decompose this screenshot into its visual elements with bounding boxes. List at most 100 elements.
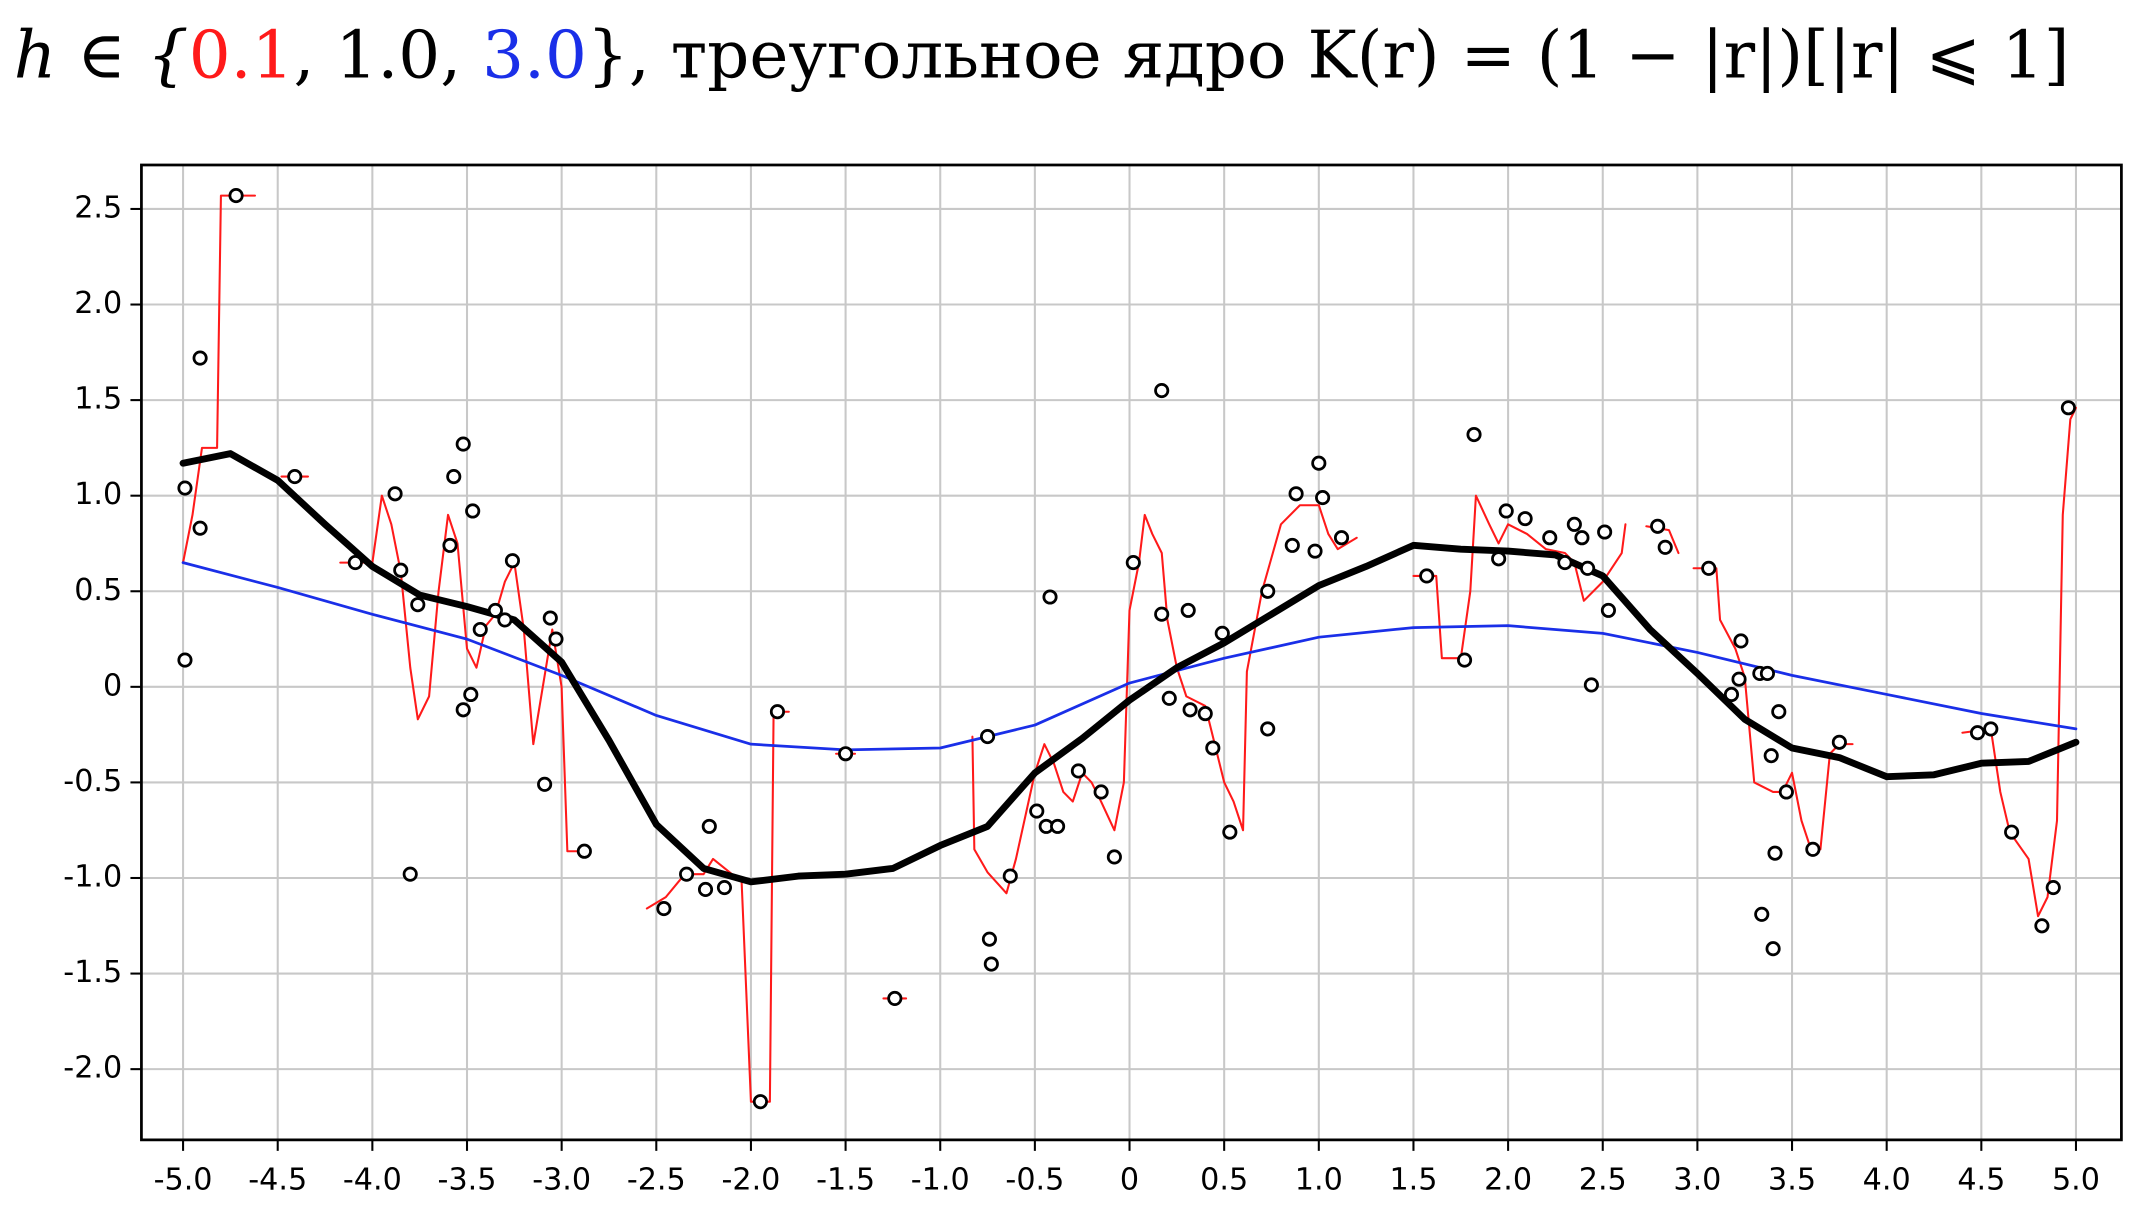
x-tick-label: 3.5 <box>1768 1163 1816 1198</box>
data-point <box>1701 560 1717 576</box>
data-point <box>1491 551 1507 567</box>
data-point <box>1733 633 1749 649</box>
data-point <box>548 631 564 647</box>
data-point <box>455 702 471 718</box>
data-point <box>463 686 479 703</box>
data-point <box>576 843 592 859</box>
data-point <box>410 597 426 613</box>
data-point <box>1574 530 1590 546</box>
x-tick-label: 2.0 <box>1484 1163 1532 1198</box>
data-point <box>1419 568 1435 584</box>
x-tick-label: 4.0 <box>1863 1163 1911 1198</box>
x-tick-label: -4.0 <box>343 1163 402 1198</box>
y-tick-label: 0 <box>103 668 122 703</box>
data-point <box>2034 918 2050 934</box>
y-tick-label: 2.0 <box>74 286 122 321</box>
title-h-value: 3.0 <box>482 17 587 94</box>
data-point <box>716 879 732 896</box>
data-point <box>1029 803 1045 819</box>
x-tick-label: 2.5 <box>1579 1163 1627 1198</box>
data-point <box>1182 702 1198 718</box>
x-tick-label: -4.5 <box>248 1163 307 1198</box>
y-tick-label: -0.5 <box>63 764 122 799</box>
data-point <box>1284 537 1300 553</box>
data-point <box>287 469 303 485</box>
y-tick-label: 1.0 <box>74 477 122 512</box>
data-point <box>192 520 208 536</box>
data-point <box>983 956 999 972</box>
y-tick-label: -1.5 <box>63 955 122 990</box>
data-point <box>701 818 717 834</box>
title-prefix: h ∈ { <box>14 17 189 94</box>
data-point <box>1288 486 1304 502</box>
data-point <box>656 901 672 917</box>
data-point <box>465 503 481 519</box>
data-point <box>446 469 462 485</box>
data-point <box>1154 606 1170 622</box>
data-point <box>1765 941 1781 957</box>
data-point <box>1805 841 1821 857</box>
data-point <box>393 562 409 578</box>
data-point <box>1723 686 1740 703</box>
data-point <box>1600 602 1616 618</box>
title-separator: , <box>440 17 482 94</box>
x-tick-label: 4.5 <box>1957 1163 2005 1198</box>
x-tick-label: -3.5 <box>438 1163 497 1198</box>
x-tick-label: -1.5 <box>816 1163 875 1198</box>
data-point <box>1969 725 1986 741</box>
y-tick-label: 1.5 <box>74 382 122 417</box>
data-point <box>1771 704 1787 720</box>
data-point <box>887 990 903 1006</box>
data-point <box>1315 490 1331 506</box>
title-h-value: 0.1 <box>189 17 294 94</box>
data-point <box>1597 524 1613 540</box>
x-tick-label: 1.5 <box>1389 1163 1437 1198</box>
x-tick-label: 0 <box>1120 1163 1139 1198</box>
data-point <box>1580 560 1596 576</box>
data-point <box>1583 677 1599 693</box>
data-point <box>1517 511 1533 527</box>
x-tick-label: 1.0 <box>1295 1163 1343 1198</box>
data-point <box>537 776 553 792</box>
data-point <box>455 436 471 452</box>
data-point <box>347 555 363 571</box>
x-tick-label: -0.5 <box>1005 1163 1064 1198</box>
data-point <box>2045 879 2061 896</box>
data-point <box>1154 382 1170 399</box>
y-tick-label: -1.0 <box>63 859 122 894</box>
data-point <box>177 480 193 496</box>
data-point <box>1197 706 1213 722</box>
data-point <box>981 931 997 947</box>
data-point <box>192 350 208 366</box>
data-point <box>487 602 503 618</box>
data-point <box>1106 849 1122 865</box>
title-h-value: 1.0 <box>335 17 440 94</box>
data-point <box>1763 748 1779 764</box>
x-tick-label: 5.0 <box>2052 1163 2100 1198</box>
data-point <box>1222 824 1238 840</box>
data-point <box>1557 555 1573 571</box>
y-tick-label: -2.0 <box>63 1051 122 1086</box>
data-point <box>1070 763 1086 779</box>
data-point <box>387 486 403 502</box>
x-tick-label: -1.0 <box>911 1163 970 1198</box>
data-point <box>228 188 244 204</box>
data-point <box>1466 426 1482 443</box>
data-point <box>1650 518 1666 534</box>
y-tick-label: 2.5 <box>74 190 122 225</box>
data-point <box>1566 516 1582 532</box>
x-tick-label: -2.5 <box>627 1163 686 1198</box>
data-point <box>177 652 193 668</box>
x-tick-label: -3.0 <box>532 1163 591 1198</box>
data-point <box>1333 530 1350 546</box>
data-point <box>1831 734 1847 750</box>
data-point <box>497 612 513 628</box>
data-point <box>1307 543 1323 559</box>
data-point <box>402 866 418 882</box>
data-point <box>1542 530 1558 546</box>
x-tick-label: 0.5 <box>1200 1163 1248 1198</box>
data-point <box>542 610 558 626</box>
data-point <box>1498 503 1514 519</box>
data-point <box>1311 455 1327 471</box>
